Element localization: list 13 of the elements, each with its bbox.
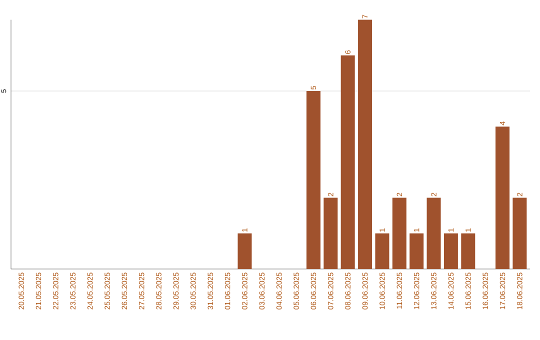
bar	[392, 198, 406, 269]
bar	[340, 55, 355, 269]
bar	[324, 198, 338, 269]
bar	[358, 20, 372, 269]
bar	[426, 198, 441, 269]
bar	[375, 233, 390, 269]
bar	[461, 233, 476, 269]
bar	[496, 126, 510, 269]
bar	[410, 233, 424, 269]
bar	[444, 233, 458, 269]
bar	[512, 198, 527, 269]
bar	[306, 91, 320, 269]
bar	[238, 233, 252, 269]
